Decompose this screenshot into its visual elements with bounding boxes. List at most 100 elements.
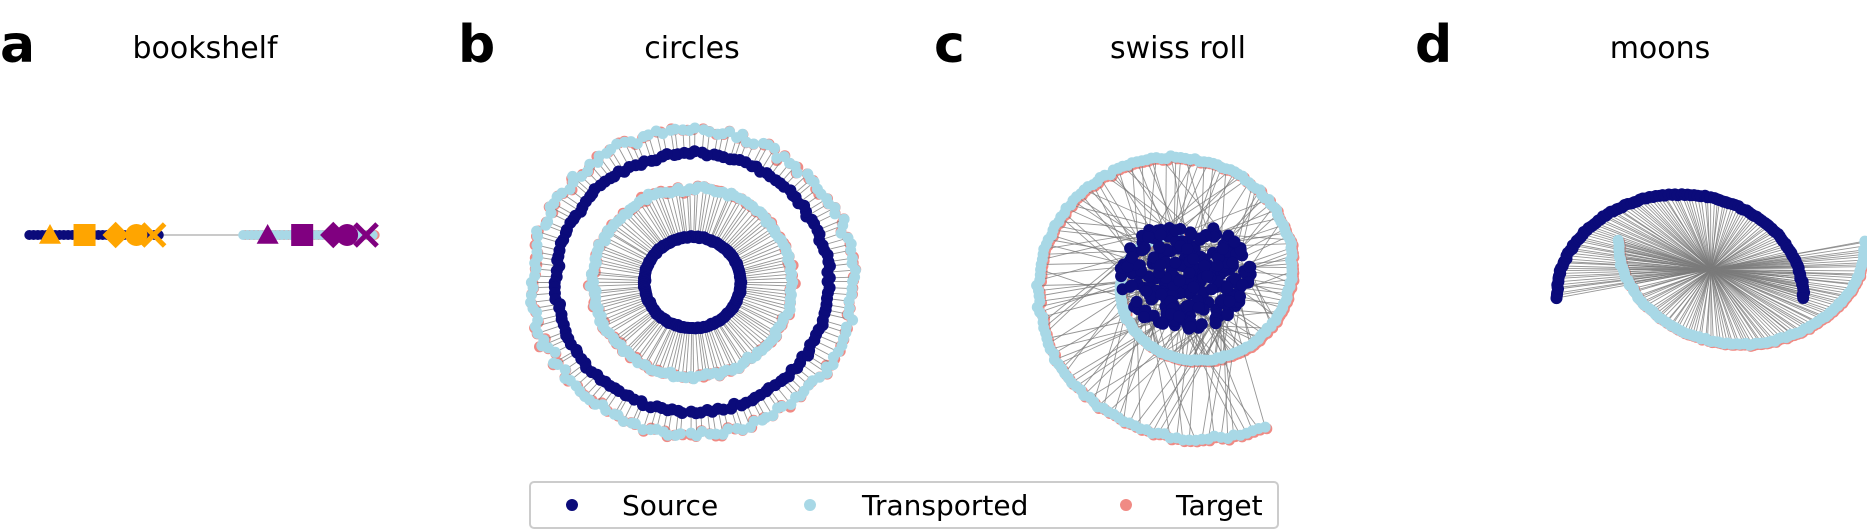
- link-line: [689, 188, 692, 237]
- panel-a: a bookshelf: [0, 15, 380, 249]
- transported-point: [545, 207, 557, 219]
- link-line: [612, 226, 654, 256]
- link-line: [681, 191, 688, 238]
- link-line: [594, 265, 646, 276]
- link-line: [725, 214, 764, 251]
- panel-title-d: moons: [1610, 31, 1711, 66]
- link-line: [692, 327, 695, 379]
- source-point: [1221, 309, 1234, 322]
- source-point: [1201, 270, 1214, 282]
- link-line: [631, 317, 664, 357]
- transported-point: [638, 131, 649, 142]
- link-line: [1190, 327, 1247, 434]
- source-point: [1130, 295, 1143, 308]
- link-line: [597, 296, 648, 314]
- link-line: [737, 297, 788, 315]
- link-line: [617, 221, 657, 254]
- link-line: [740, 283, 792, 287]
- source-point: [1185, 228, 1198, 241]
- link-line: [598, 294, 647, 309]
- link-line: [594, 258, 646, 272]
- link-line: [617, 311, 657, 344]
- link-line: [634, 205, 666, 246]
- link-line: [643, 322, 669, 365]
- source-point: [1155, 288, 1168, 301]
- source-point: [1173, 274, 1186, 287]
- legend-label-target: Target: [1175, 489, 1263, 522]
- link-line: [707, 326, 724, 372]
- panel-letter-d: d: [1415, 15, 1452, 75]
- transported-point: [617, 415, 629, 427]
- link-line: [724, 211, 761, 249]
- link-line: [697, 186, 705, 237]
- link-line: [720, 206, 754, 247]
- source-point: [1183, 267, 1196, 279]
- source-point: [734, 278, 747, 291]
- source-point: [1184, 321, 1197, 334]
- link-line: [592, 278, 646, 282]
- link-line: [1216, 265, 1235, 436]
- link-line: [739, 287, 792, 296]
- link-line: [727, 312, 766, 348]
- link-line: [627, 213, 661, 249]
- link-line: [665, 192, 680, 239]
- link-line: [740, 277, 792, 281]
- link-line: [736, 299, 784, 319]
- link-line: [620, 218, 658, 252]
- transported-point: [600, 405, 612, 416]
- link-line: [1083, 189, 1176, 231]
- link-line: [710, 323, 733, 371]
- orange-marker-diamond: [102, 221, 129, 249]
- link-line: [738, 255, 790, 271]
- link-line: [734, 302, 782, 326]
- source-point: [1181, 243, 1194, 255]
- link-line: [709, 195, 729, 241]
- link-line: [722, 210, 757, 249]
- transported-point: [802, 168, 814, 180]
- source-point: [1198, 259, 1211, 272]
- link-line: [656, 192, 677, 240]
- source-point: [1211, 259, 1224, 272]
- orange-marker-circle: [125, 224, 148, 246]
- link-line: [628, 317, 662, 355]
- link-line: [731, 308, 774, 339]
- link-line: [595, 289, 646, 298]
- link-line: [736, 243, 784, 264]
- link-line: [596, 286, 644, 292]
- link-line: [1134, 264, 1141, 429]
- link-line: [681, 327, 689, 377]
- source-point: [1121, 260, 1134, 273]
- link-line: [605, 240, 650, 263]
- source-point: [1187, 253, 1200, 265]
- source-point: [1234, 290, 1246, 303]
- link-line: [715, 199, 743, 243]
- link-line: [694, 186, 699, 238]
- link-line: [700, 327, 711, 375]
- source-point: [1156, 317, 1169, 330]
- link-line: [732, 307, 777, 337]
- link-line: [727, 217, 766, 252]
- link-line: [698, 188, 708, 239]
- source-point: [1223, 295, 1236, 308]
- link-line: [706, 192, 724, 240]
- purple-marker-circle: [336, 224, 359, 246]
- link-line: [737, 251, 787, 269]
- panel-letter-a: a: [0, 15, 35, 75]
- link-line: [677, 327, 686, 377]
- legend-marker-target: [1120, 499, 1132, 511]
- transported-point: [540, 219, 552, 231]
- link-line: [698, 327, 707, 374]
- link-line: [652, 324, 675, 371]
- link-line: [719, 204, 750, 246]
- link-line: [598, 247, 648, 267]
- link-line: [606, 305, 652, 332]
- link-line: [714, 323, 740, 369]
- link-line: [608, 232, 652, 259]
- link-line: [685, 327, 690, 378]
- link-line: [650, 323, 674, 371]
- transported-point: [677, 124, 689, 136]
- transported-point: [552, 359, 563, 370]
- link-line: [693, 189, 696, 238]
- orange-marker-square: [73, 224, 96, 246]
- link-line: [1046, 243, 1173, 277]
